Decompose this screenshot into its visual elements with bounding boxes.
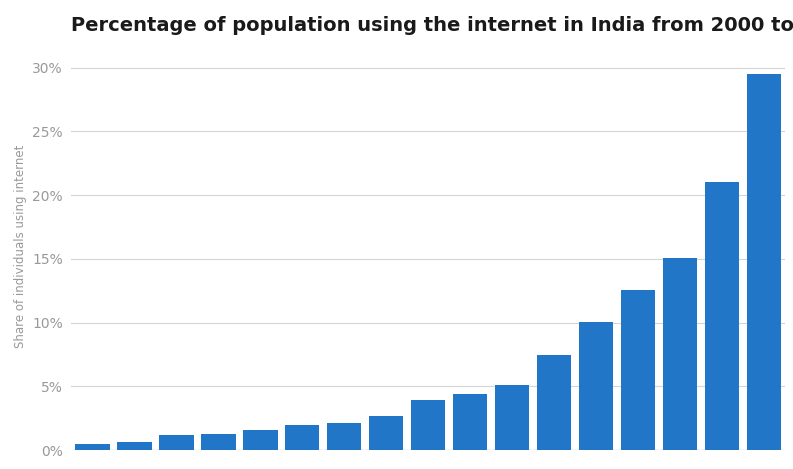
Bar (453, 394, 488, 450)
Bar (201, 434, 236, 450)
Bar (159, 435, 193, 450)
Bar (243, 430, 278, 450)
Text: Percentage of population using the internet in India from 2000 to 2016: Percentage of population using the inter… (71, 16, 793, 35)
Y-axis label: Share of individuals using internet: Share of individuals using internet (13, 144, 27, 348)
Bar (75, 444, 109, 450)
Bar (579, 322, 613, 450)
Bar (495, 385, 530, 450)
Bar (663, 257, 697, 450)
Bar (117, 442, 151, 450)
Bar (369, 416, 404, 450)
Bar (705, 182, 739, 450)
Bar (327, 424, 362, 450)
Bar (747, 74, 781, 450)
Bar (411, 400, 446, 450)
Bar (621, 290, 655, 450)
Bar (537, 355, 572, 450)
Bar (285, 425, 320, 450)
